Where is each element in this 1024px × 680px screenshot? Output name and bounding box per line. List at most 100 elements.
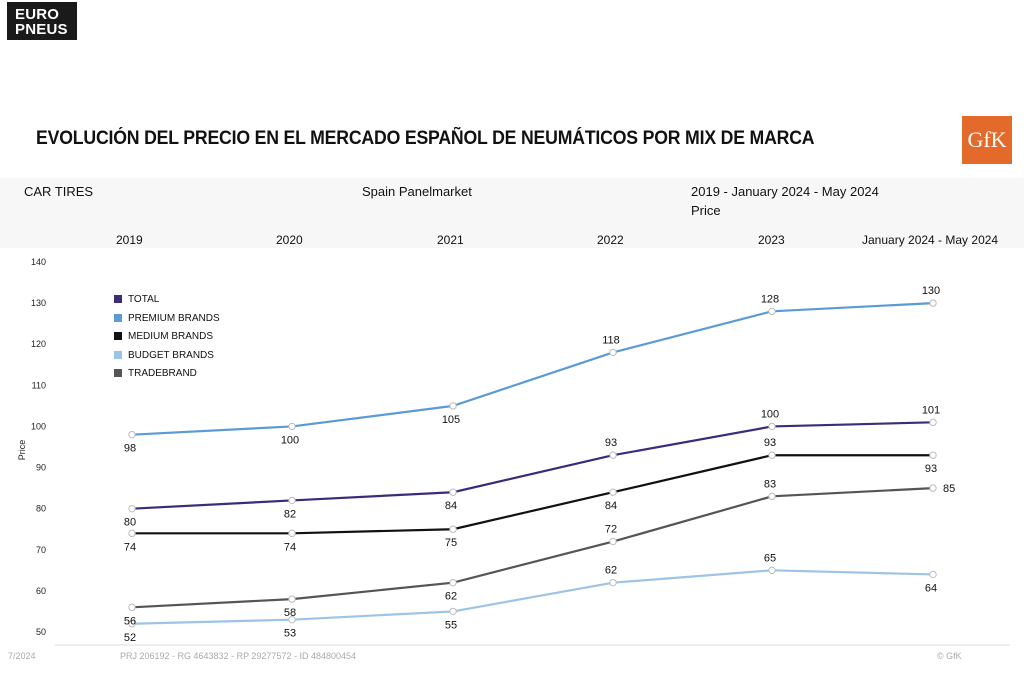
- data-point: [128, 620, 136, 628]
- legend-swatch: [114, 313, 122, 322]
- header-left: CAR TIRES: [24, 184, 94, 199]
- data-label: 83: [764, 478, 776, 490]
- data-point: [929, 418, 937, 427]
- legend-label: PREMIUM BRANDS: [128, 312, 220, 324]
- data-label: 53: [284, 628, 296, 640]
- data-point: [449, 402, 457, 410]
- series-line-4: [131, 487, 934, 609]
- y-tick-label: 100: [31, 421, 46, 431]
- year-label-5: January 2024 - May 2024: [862, 233, 999, 247]
- data-label: 98: [124, 443, 136, 455]
- data-point: [768, 307, 776, 316]
- year-label-3: 2022: [597, 233, 624, 247]
- year-label-2: 2021: [437, 233, 464, 247]
- header-center: Spain Panelmarket: [362, 184, 472, 199]
- series-line-0: [131, 421, 934, 510]
- legend-label: TOTAL: [128, 294, 160, 305]
- data-label: 74: [124, 541, 136, 553]
- data-label: 85: [943, 483, 955, 495]
- y-tick-label: 110: [32, 380, 46, 390]
- y-axis-label: Price: [17, 440, 27, 461]
- footer-center: PRJ 206192 - RG 4643832 - RP 29277572 - …: [120, 651, 356, 661]
- data-point: [128, 430, 136, 439]
- series-line-3: [131, 569, 934, 625]
- data-label: 56: [124, 615, 136, 627]
- legend-item: TRADEBRAND: [114, 368, 197, 379]
- header-right-line2: Price: [691, 203, 721, 218]
- data-point: [929, 570, 937, 579]
- y-tick-label: 80: [36, 504, 46, 514]
- data-point: [288, 422, 296, 431]
- data-label: 82: [284, 508, 296, 520]
- data-label: 84: [605, 500, 617, 512]
- series-line-2: [132, 454, 933, 535]
- data-label: 55: [445, 619, 457, 631]
- data-label: 93: [764, 437, 776, 449]
- data-label: 72: [605, 524, 617, 536]
- gfk-logo: GfK: [962, 116, 1012, 164]
- europneus-logo: EURO PNEUS: [7, 2, 77, 40]
- data-label: 100: [281, 434, 299, 446]
- data-label: 93: [925, 463, 937, 475]
- legend-item: PREMIUM BRANDS: [114, 313, 220, 324]
- legend-item: MEDIUM BRANDS: [114, 331, 213, 342]
- data-point: [288, 595, 296, 603]
- y-tick-label: 130: [31, 298, 46, 308]
- y-tick-label: 120: [31, 339, 46, 349]
- data-point: [128, 504, 136, 513]
- data-point: [768, 566, 776, 575]
- data-point: [929, 484, 937, 492]
- y-tick-label: 70: [36, 545, 46, 555]
- data-point: [609, 578, 617, 587]
- data-point: [929, 299, 937, 307]
- data-point: [449, 578, 457, 587]
- legend-label: TRADEBRAND: [128, 368, 197, 379]
- data-label: 62: [605, 565, 617, 577]
- legend-item: BUDGET BRANDS: [114, 350, 214, 361]
- year-label-4: 2023: [758, 233, 785, 247]
- data-label: 101: [922, 404, 940, 416]
- data-label: 130: [922, 285, 940, 297]
- footer-right: © GfK: [937, 651, 962, 661]
- data-point: [128, 603, 136, 612]
- legend-label: MEDIUM BRANDS: [128, 331, 214, 342]
- data-point: [768, 451, 776, 459]
- data-point: [609, 488, 617, 496]
- data-point: [768, 422, 776, 431]
- legend-swatch: [114, 332, 122, 340]
- data-point: [288, 496, 296, 505]
- data-point: [449, 525, 457, 533]
- data-label: 105: [442, 414, 460, 426]
- y-tick-label: 140: [31, 257, 46, 267]
- data-label: 93: [605, 437, 617, 449]
- data-label: 75: [445, 537, 457, 549]
- data-point: [609, 537, 617, 546]
- legend-label: BUDGET BRANDS: [128, 349, 214, 361]
- data-label: 74: [284, 541, 296, 553]
- data-label: 80: [124, 517, 136, 529]
- data-label: 52: [124, 632, 136, 644]
- data-point: [929, 451, 937, 459]
- series-line-1: [131, 302, 934, 436]
- logo-line1: EURO: [15, 6, 60, 23]
- data-label: 118: [602, 334, 620, 346]
- legend-swatch: [114, 350, 122, 359]
- legend-swatch: [114, 295, 122, 303]
- y-tick-label: 90: [36, 463, 46, 473]
- data-point: [128, 529, 136, 538]
- data-label: 65: [764, 552, 776, 564]
- data-point: [609, 348, 617, 357]
- logo-line2: PNEUS: [15, 21, 68, 38]
- legend-swatch: [114, 369, 122, 377]
- data-label: 100: [761, 408, 779, 420]
- data-label: 84: [445, 500, 457, 512]
- data-point: [288, 529, 296, 538]
- data-label: 58: [284, 607, 296, 619]
- data-point: [288, 615, 296, 624]
- year-label-0: 2019: [116, 233, 143, 247]
- year-label-1: 2020: [276, 233, 303, 247]
- data-point: [449, 607, 457, 616]
- footer-left: 7/2024: [8, 651, 36, 661]
- data-point: [768, 492, 776, 501]
